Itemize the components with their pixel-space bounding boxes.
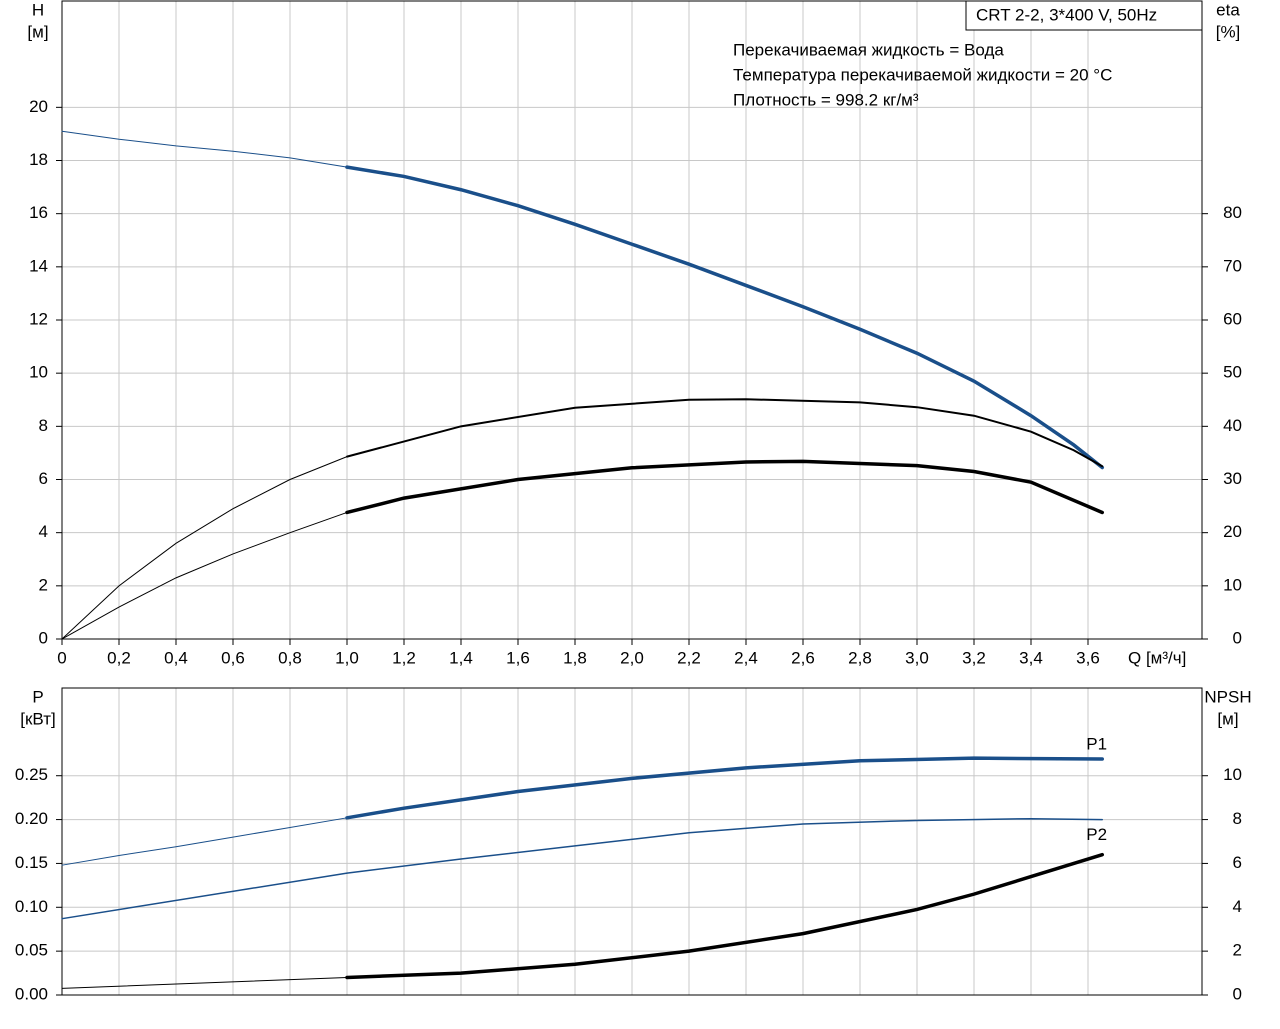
annotation: Плотность = 998.2 кг/м³ — [733, 90, 919, 109]
curve — [61, 456, 348, 640]
x-tick-label: 2,4 — [734, 648, 758, 667]
y2-tick-label: 6 — [1233, 853, 1242, 872]
y-tick-label: 16 — [29, 203, 48, 222]
y2-tick-label: 80 — [1223, 203, 1242, 222]
x-tick-label: 1,8 — [563, 648, 587, 667]
y2-tick-label: 10 — [1223, 765, 1242, 784]
x-tick-label: 2,0 — [620, 648, 644, 667]
y2-axis-label: [м] — [1217, 709, 1238, 728]
y2-tick-label: 40 — [1223, 416, 1242, 435]
y2-tick-label: 20 — [1223, 522, 1242, 541]
x-tick-label: 2,6 — [791, 648, 815, 667]
y2-tick-label: 0 — [1233, 984, 1242, 1003]
x-tick-label: 1,4 — [449, 648, 473, 667]
y-tick-label: 14 — [29, 256, 48, 275]
curve — [61, 511, 348, 640]
annotation: Перекачиваемая жидкость = Вода — [733, 40, 1004, 59]
y2-axis-label: [%] — [1216, 22, 1241, 41]
plot-frame — [61, 0, 1203, 640]
curve — [61, 817, 348, 866]
y-tick-label: 2 — [39, 575, 48, 594]
legend-text: CRT 2-2, 3*400 V, 50Hz — [976, 5, 1157, 24]
y-tick-label: 0 — [39, 628, 48, 647]
x-tick-label: 3,0 — [905, 648, 929, 667]
x-tick-label: 3,4 — [1019, 648, 1043, 667]
series-label: P2 — [1086, 825, 1107, 844]
y2-tick-label: 4 — [1233, 897, 1242, 916]
x-tick-label: 0,4 — [164, 648, 188, 667]
x-tick-label: 0,2 — [107, 648, 131, 667]
curve — [61, 130, 348, 168]
y2-tick-label: 70 — [1223, 256, 1242, 275]
x-axis-label: Q [м³/ч] — [1128, 648, 1186, 667]
y-tick-label: 0.25 — [15, 765, 48, 784]
y-tick-label: 18 — [29, 150, 48, 169]
x-tick-label: 2,2 — [677, 648, 701, 667]
x-tick-label: 3,2 — [962, 648, 986, 667]
y-axis-label: H — [32, 0, 44, 19]
y-tick-label: 0.10 — [15, 897, 48, 916]
x-tick-label: 0 — [57, 648, 66, 667]
x-tick-label: 1,2 — [392, 648, 416, 667]
y-tick-label: 6 — [39, 469, 48, 488]
y-tick-label: 20 — [29, 97, 48, 116]
y-axis-label: P — [32, 687, 43, 706]
y2-tick-label: 50 — [1223, 363, 1242, 382]
legend-box — [965, 0, 1203, 31]
y-tick-label: 0.20 — [15, 809, 48, 828]
y-axis-label: [кВт] — [20, 709, 55, 728]
curve — [345, 459, 1104, 515]
curve — [61, 817, 1103, 920]
series-label: P1 — [1086, 735, 1107, 754]
y-axis-label: [м] — [27, 22, 48, 41]
x-tick-label: 1,0 — [335, 648, 359, 667]
curve — [346, 398, 1104, 468]
y-tick-label: 0.15 — [15, 853, 48, 872]
y2-tick-label: 10 — [1223, 575, 1242, 594]
plot-frame — [61, 687, 1203, 996]
y2-tick-label: 2 — [1233, 941, 1242, 960]
y2-tick-label: 0 — [1233, 628, 1242, 647]
y2-tick-label: 60 — [1223, 309, 1242, 328]
curve — [345, 165, 1104, 470]
y2-axis-label: NPSH — [1204, 687, 1251, 706]
curve — [345, 852, 1104, 980]
y2-tick-label: 30 — [1223, 469, 1242, 488]
annotation: Температура перекачиваемой жидкости = 20… — [733, 65, 1112, 84]
y2-axis-label: eta — [1216, 0, 1240, 19]
y-tick-label: 12 — [29, 309, 48, 328]
x-tick-label: 0,8 — [278, 648, 302, 667]
curve — [61, 976, 348, 989]
y2-tick-label: 8 — [1233, 809, 1242, 828]
x-tick-label: 2,8 — [848, 648, 872, 667]
y-tick-label: 0.00 — [15, 984, 48, 1003]
x-tick-label: 1,6 — [506, 648, 530, 667]
x-tick-label: 3,6 — [1076, 648, 1100, 667]
y-tick-label: 0.05 — [15, 941, 48, 960]
y-tick-label: 8 — [39, 416, 48, 435]
y-tick-label: 10 — [29, 363, 48, 382]
x-tick-label: 0,6 — [221, 648, 245, 667]
y-tick-label: 4 — [39, 522, 48, 541]
curve — [345, 756, 1104, 820]
